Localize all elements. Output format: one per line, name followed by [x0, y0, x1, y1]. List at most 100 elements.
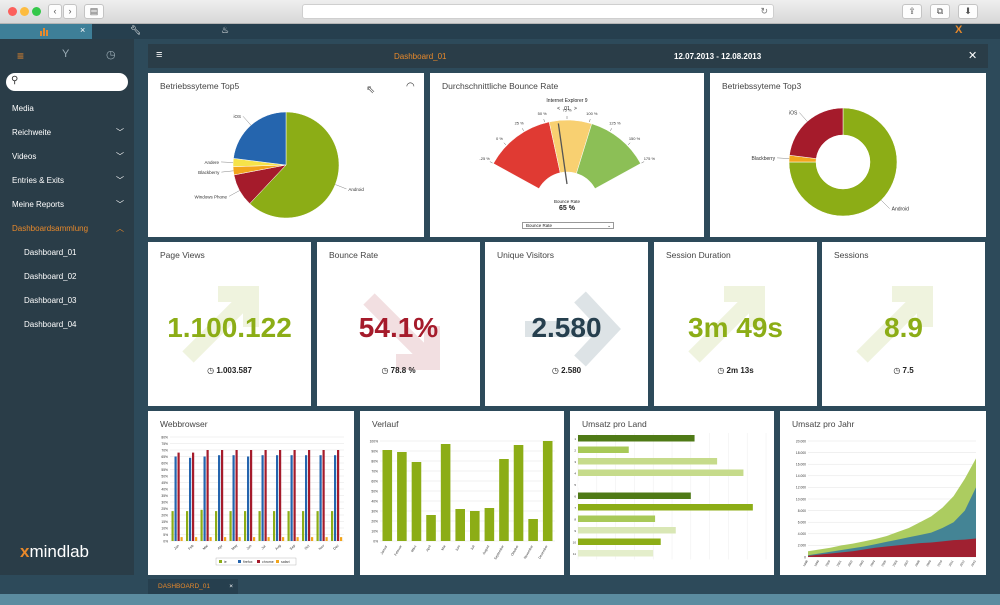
gauge-metric-select[interactable]: Bounce Rate ⌄	[522, 222, 614, 229]
tab-dashboard-01[interactable]: Dashboard_01 ×	[148, 579, 238, 594]
share-button[interactable]: ⇪	[902, 4, 922, 19]
tab-close-icon[interactable]: ×	[80, 25, 86, 35]
gauge-tick-label: 150 %	[629, 136, 641, 141]
y-tick-label: 5	[574, 483, 576, 487]
history-icon: ◷	[893, 366, 901, 375]
donut-label: iOS	[789, 110, 798, 116]
gauge-settings-icon[interactable]: ◠	[406, 81, 415, 92]
sidebar-item-meine-reports[interactable]: Meine Reports ﹀	[0, 193, 134, 217]
y-tick-label: 4.000	[798, 532, 806, 536]
y-tick-label: 10%	[161, 526, 168, 530]
bar	[578, 492, 691, 499]
kpi-card-bounce-rate[interactable]: Bounce Rate 54.1% ◷ 78.8 %	[317, 242, 480, 406]
downloads-button[interactable]: ⬇	[958, 4, 978, 19]
bar	[273, 511, 276, 541]
tab-close-icon[interactable]: ×	[229, 583, 233, 590]
sidebar-item-dashboard-02[interactable]: Dashboard_02	[0, 265, 134, 289]
area-series	[808, 538, 976, 557]
sidebar-item-label: Reichweite	[12, 128, 52, 137]
bar	[484, 508, 495, 541]
legend-swatch	[276, 560, 279, 563]
panel-title: Umsatz pro Jahr	[792, 419, 855, 429]
app-tab-strip: × 🔧︎ ♨ X	[0, 24, 1000, 39]
sidebar-item-entries-exits[interactable]: Entries & Exits ﹀	[0, 169, 134, 193]
kpi-title: Page Views	[160, 250, 205, 260]
kpi-previous-value: 2m 13s	[726, 366, 754, 375]
kpi-previous-value: 1.003.587	[216, 366, 252, 375]
kpi-card-session-duration[interactable]: Session Duration 3m 49s ◷ 2m 13s	[654, 242, 817, 406]
sidebar-item-dashboard-01[interactable]: Dashboard_01	[0, 241, 134, 265]
url-bar[interactable]: ↻	[302, 4, 774, 19]
tab-label: Dashboard_01	[158, 583, 211, 590]
window-minimize-dot[interactable]	[20, 7, 29, 16]
search-input[interactable]: ⚲	[6, 73, 128, 91]
pie-leader-line	[228, 190, 240, 197]
bar	[305, 455, 308, 541]
x-tick-label: 1999	[813, 559, 820, 567]
y-tick-label: 8	[574, 518, 576, 522]
bar	[470, 511, 480, 541]
bar	[232, 455, 235, 541]
bar	[186, 511, 189, 541]
y-tick-label: 30%	[161, 500, 168, 504]
y-tick-label: 60%	[371, 479, 378, 483]
gauge-next-button[interactable]: >	[573, 106, 577, 112]
x-tick-label: Januar	[380, 544, 389, 556]
x-tick-label: Juni	[455, 544, 462, 551]
menu-icon[interactable]: ≡	[17, 49, 25, 63]
back-button[interactable]: ‹	[48, 4, 62, 19]
gauge-tick-label: 125 %	[609, 121, 621, 126]
sidebar-item-dashboard-03[interactable]: Dashboard_03	[0, 289, 134, 313]
kpi-title: Sessions	[834, 250, 869, 260]
y-tick-label: 8.000	[798, 509, 806, 513]
date-range[interactable]: 12.07.2013 - 12.08.2013	[674, 52, 762, 61]
forward-button[interactable]: ›	[63, 4, 77, 19]
y-tick-label: 80%	[371, 459, 378, 463]
gauge-tick	[521, 128, 524, 131]
bar	[206, 450, 209, 541]
gauge-band	[493, 121, 561, 189]
gauge-needle	[557, 123, 568, 185]
mindlab-x-icon[interactable]: X	[955, 24, 963, 36]
window-zoom-dot[interactable]	[32, 7, 41, 16]
bar	[276, 455, 279, 541]
sidebar-toggle-button[interactable]: ▤	[84, 4, 104, 19]
wrench-icon[interactable]: 🔧︎	[130, 25, 142, 35]
kpi-title: Bounce Rate	[329, 250, 379, 260]
x-tick-label: Dezember	[538, 544, 550, 560]
sidebar-item-reichweite[interactable]: Reichweite ﹀	[0, 121, 134, 145]
menu-icon[interactable]: ≡	[156, 49, 163, 61]
kpi-card-page-views[interactable]: Page Views 1.100.122 ◷ 1.003.587	[148, 242, 311, 406]
bar	[334, 455, 337, 541]
sidebar-item-media[interactable]: Media	[0, 97, 134, 121]
y-tick-label: 6	[574, 495, 576, 499]
y-tick-label: 50%	[161, 474, 168, 478]
filter-icon[interactable]: Y	[62, 48, 70, 60]
tab-charts[interactable]: ×	[0, 24, 92, 39]
tabs-button[interactable]: ⧉	[930, 4, 950, 19]
y-tick-label: 90%	[371, 449, 378, 453]
gauge-tick	[503, 142, 507, 146]
sidebar-item-dashboard-04[interactable]: Dashboard_04	[0, 313, 134, 337]
clock-icon[interactable]: ◷	[106, 49, 116, 61]
kpi-card-unique-visitors[interactable]: Unique Visitors 2.580 ◷ 2.580	[485, 242, 648, 406]
flame-icon[interactable]: ♨	[221, 25, 230, 35]
y-tick-label: 40%	[371, 499, 378, 503]
bar	[382, 450, 393, 541]
y-tick-label: 70%	[161, 448, 168, 452]
bar	[215, 511, 218, 541]
bar	[302, 511, 305, 541]
gauge-tick	[610, 128, 613, 131]
pie-leader-line	[242, 116, 252, 126]
sidebar-item-videos[interactable]: Videos ﹀	[0, 145, 134, 169]
close-icon[interactable]: ✕	[968, 50, 978, 62]
window-close-dot[interactable]	[8, 7, 17, 16]
gauge-prev-button[interactable]: <	[557, 106, 561, 112]
kpi-card-sessions[interactable]: Sessions 8.9 ◷ 7.5	[822, 242, 985, 406]
reload-icon[interactable]: ↻	[760, 6, 768, 16]
sidebar-item-dashboardsammlung[interactable]: Dashboardsammlung ︿	[0, 217, 134, 241]
y-tick-label: 14.000	[796, 474, 806, 478]
trend-arrow-icon	[363, 293, 440, 370]
kpi-previous: ◷ 7.5	[822, 366, 985, 375]
bar	[578, 469, 744, 476]
